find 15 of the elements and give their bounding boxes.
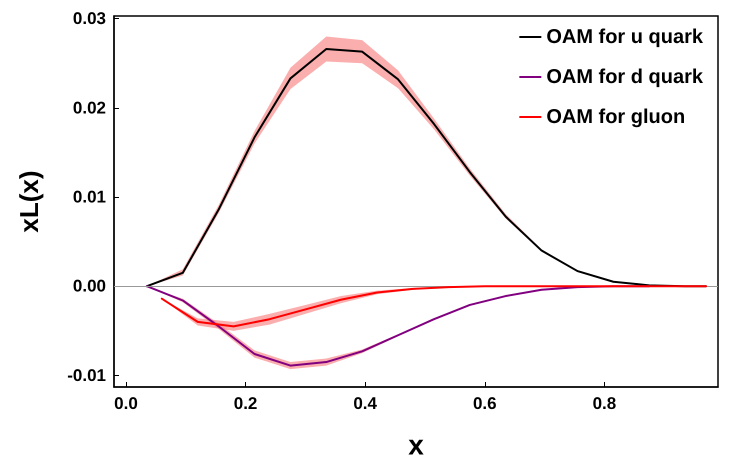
legend-label: OAM for d quark — [546, 66, 704, 88]
x-tick-label: 0.6 — [472, 394, 497, 413]
x-tick-label: 0.4 — [353, 394, 378, 413]
x-tick-label: 0.8 — [592, 394, 616, 413]
y-tick-label: 0.01 — [72, 188, 106, 207]
legend-label: OAM for u quark — [546, 26, 704, 48]
x-tick-label: 0.2 — [234, 394, 258, 413]
y-axis-title: xL(x) — [14, 170, 44, 233]
x-axis-title: x — [408, 430, 424, 460]
y-tick-label: 0.02 — [72, 98, 106, 118]
x-tick-label: 0.0 — [114, 394, 138, 413]
y-tick-label: 0.03 — [72, 9, 106, 28]
legend-label: OAM for gluon — [546, 106, 686, 128]
y-tick-label: 0.00 — [72, 276, 106, 296]
y-tick-label: -0.01 — [67, 366, 106, 385]
